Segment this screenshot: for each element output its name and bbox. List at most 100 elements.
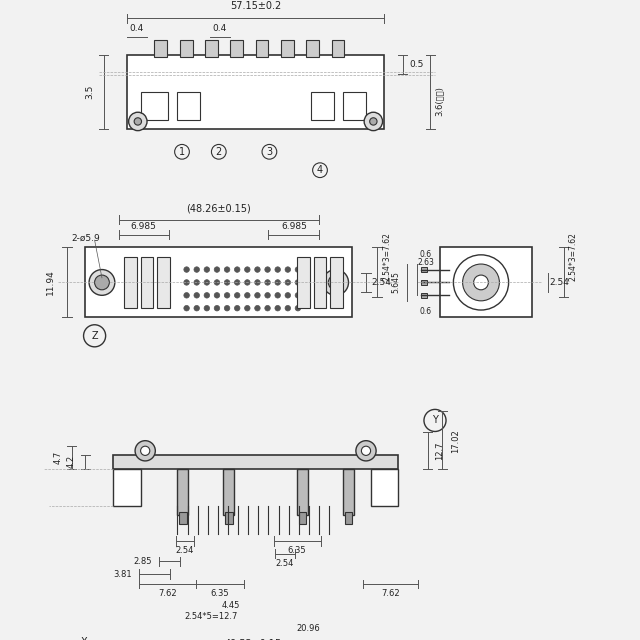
Circle shape: [135, 441, 156, 461]
Circle shape: [234, 280, 240, 285]
Circle shape: [225, 267, 230, 273]
Text: 2-ø5.9: 2-ø5.9: [72, 234, 100, 243]
Circle shape: [225, 280, 230, 285]
Text: X: X: [80, 637, 87, 640]
Circle shape: [275, 292, 280, 298]
Bar: [223, 469, 234, 515]
Bar: [332, 40, 344, 57]
Circle shape: [234, 267, 240, 273]
Text: 1: 1: [179, 147, 185, 157]
Text: 20.96: 20.96: [296, 624, 320, 633]
Bar: [141, 92, 168, 120]
Circle shape: [244, 280, 250, 285]
Bar: [85, 248, 352, 317]
Text: 12.7: 12.7: [435, 442, 444, 460]
Text: (48.26±0.15): (48.26±0.15): [186, 204, 251, 214]
Circle shape: [214, 292, 220, 298]
Bar: [127, 55, 385, 129]
Text: 2.54*3=7.62: 2.54*3=7.62: [568, 232, 577, 281]
Circle shape: [463, 264, 499, 301]
Text: 2.63: 2.63: [417, 258, 434, 267]
Text: Z: Z: [92, 331, 98, 341]
Circle shape: [244, 292, 250, 298]
Text: 2.54*5=12.7: 2.54*5=12.7: [185, 612, 238, 621]
Text: 5.645: 5.645: [391, 271, 400, 293]
Circle shape: [295, 292, 301, 298]
Bar: [281, 40, 294, 57]
Bar: [113, 456, 398, 469]
Text: 0.6: 0.6: [420, 307, 432, 316]
Bar: [421, 292, 427, 298]
Circle shape: [275, 280, 280, 285]
Text: 0.4: 0.4: [212, 24, 227, 33]
Circle shape: [204, 267, 210, 273]
Circle shape: [225, 305, 230, 311]
Circle shape: [89, 269, 115, 295]
Text: 7.62: 7.62: [381, 589, 400, 598]
Circle shape: [134, 118, 141, 125]
Text: 4.2: 4.2: [67, 455, 76, 468]
Circle shape: [141, 446, 150, 456]
Bar: [440, 248, 532, 317]
Text: 0.4: 0.4: [130, 24, 144, 33]
Circle shape: [255, 292, 260, 298]
Circle shape: [255, 305, 260, 311]
Bar: [225, 511, 232, 524]
Text: 3.5: 3.5: [86, 85, 95, 99]
Circle shape: [285, 280, 291, 285]
Bar: [154, 40, 167, 57]
Bar: [230, 40, 243, 57]
Bar: [157, 257, 170, 308]
Bar: [299, 511, 306, 524]
Text: 2: 2: [216, 147, 222, 157]
Circle shape: [255, 267, 260, 273]
Circle shape: [453, 255, 509, 310]
Circle shape: [356, 441, 376, 461]
Circle shape: [184, 305, 189, 311]
Circle shape: [95, 275, 109, 290]
Text: 17.02: 17.02: [451, 429, 460, 452]
Text: 2.85: 2.85: [133, 557, 152, 566]
Bar: [345, 511, 352, 524]
Text: 2.54*3=7.62: 2.54*3=7.62: [383, 232, 392, 281]
Text: 57.15±0.2: 57.15±0.2: [230, 1, 281, 12]
Circle shape: [255, 280, 260, 285]
Text: 6.985: 6.985: [282, 222, 307, 231]
Bar: [371, 469, 398, 506]
Circle shape: [184, 280, 189, 285]
Bar: [297, 469, 308, 515]
Bar: [205, 40, 218, 57]
Text: 3.81: 3.81: [113, 570, 131, 579]
Bar: [421, 280, 427, 285]
Circle shape: [275, 267, 280, 273]
Bar: [255, 40, 269, 57]
Circle shape: [129, 112, 147, 131]
Bar: [113, 469, 141, 506]
Text: 7.62: 7.62: [158, 589, 177, 598]
Circle shape: [265, 267, 270, 273]
Text: 49.53±0.15: 49.53±0.15: [225, 639, 282, 640]
Circle shape: [194, 305, 200, 311]
Circle shape: [204, 292, 210, 298]
Text: 3.6(信号): 3.6(信号): [435, 86, 444, 116]
Text: 2.54: 2.54: [276, 559, 294, 568]
Bar: [177, 92, 200, 120]
Bar: [311, 92, 334, 120]
Bar: [421, 267, 427, 273]
Circle shape: [234, 305, 240, 311]
Circle shape: [184, 267, 189, 273]
Circle shape: [265, 305, 270, 311]
Bar: [306, 40, 319, 57]
Text: 6.985: 6.985: [131, 222, 156, 231]
Circle shape: [184, 292, 189, 298]
Text: 2.54: 2.54: [175, 546, 194, 555]
Text: Y: Y: [432, 415, 438, 426]
Bar: [297, 257, 310, 308]
Circle shape: [295, 305, 301, 311]
Bar: [124, 257, 137, 308]
Text: 6.35: 6.35: [211, 589, 229, 598]
Text: 11.94: 11.94: [46, 269, 55, 295]
Bar: [177, 469, 188, 515]
Circle shape: [204, 305, 210, 311]
Circle shape: [370, 118, 377, 125]
